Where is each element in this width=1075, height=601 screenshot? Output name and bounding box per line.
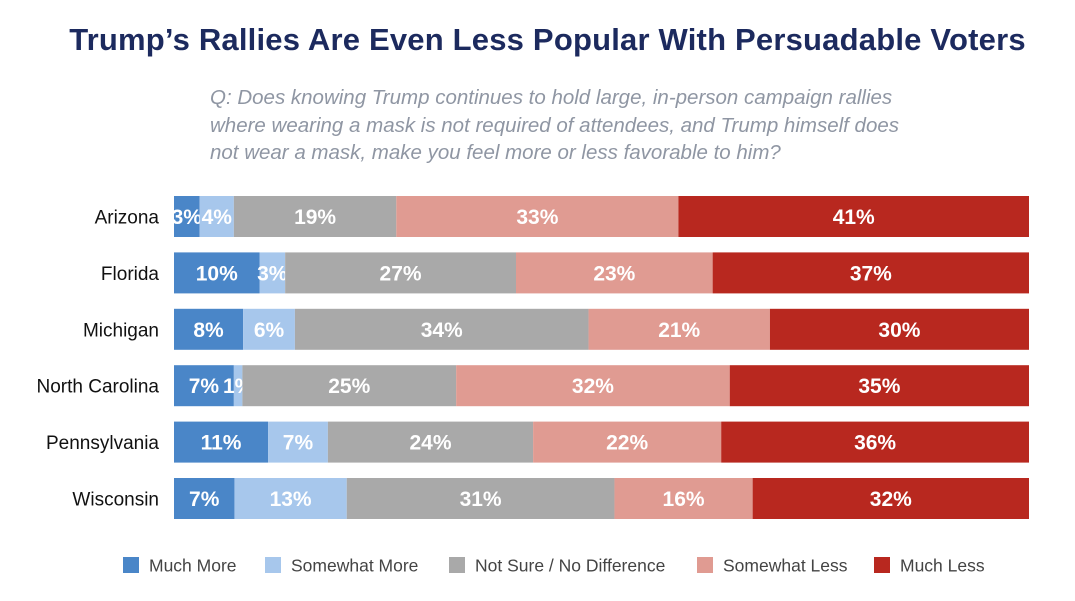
category-label: Pennsylvania: [46, 433, 159, 454]
bar-segment-not-sure-no-difference: [285, 252, 516, 294]
bar-segment-somewhat-more: [233, 365, 243, 407]
bar-segment-somewhat-less: [588, 308, 770, 350]
bar-segment-somewhat-more: [234, 478, 347, 519]
bar-segment-somewhat-more: [199, 196, 234, 237]
bar-segment-much-less: [678, 196, 1029, 237]
data-label: 13%: [270, 488, 312, 511]
legend-label: Somewhat More: [291, 556, 418, 576]
data-label: 11%: [201, 432, 242, 455]
chart-title: Trump’s Rallies Are Even Less Popular Wi…: [69, 22, 1026, 57]
bar-row-arizona: Arizona 3% 4% 19% 33% 41%: [95, 196, 1029, 237]
bar-segment-somewhat-less: [396, 196, 679, 237]
data-label: 35%: [858, 375, 900, 398]
data-label: 8%: [193, 319, 224, 342]
legend-label: Not Sure / No Difference: [475, 556, 665, 576]
data-label: 7%: [283, 432, 314, 455]
category-label: Arizona: [95, 208, 160, 229]
bar-segment-somewhat-less: [516, 252, 713, 294]
data-label: 30%: [878, 319, 920, 342]
bar-segment-not-sure-no-difference: [327, 421, 534, 463]
legend-label: Much Less: [900, 556, 985, 576]
bar-segment-not-sure-no-difference: [346, 478, 615, 519]
data-label: 24%: [409, 432, 451, 455]
legend-swatch-much-more: [123, 557, 139, 573]
legend-label: Somewhat Less: [723, 556, 848, 576]
bar-segment-somewhat-more: [259, 252, 286, 294]
data-label: 16%: [663, 488, 705, 511]
data-label: 37%: [850, 262, 892, 285]
bar-segment-not-sure-no-difference: [294, 308, 589, 350]
bar-segment-not-sure-no-difference: [242, 365, 457, 407]
data-label: 22%: [606, 432, 648, 455]
legend: Much More Somewhat More Not Sure / No Diff…: [123, 556, 985, 576]
bar-segment-much-more: [174, 308, 244, 350]
data-label: 3%: [257, 262, 288, 285]
bar-segment-much-less: [712, 252, 1029, 294]
legend-swatch-somewhat-more: [265, 557, 281, 573]
survey-question: Q: Does knowing Trump continues to hold …: [210, 86, 900, 164]
data-label: 7%: [189, 488, 220, 511]
data-label: 21%: [658, 319, 700, 342]
legend-swatch-much-less: [874, 557, 890, 573]
bar-segment-much-less: [729, 365, 1029, 407]
data-label: 7%: [189, 375, 220, 398]
legend-swatch-not-sure-no-difference: [449, 557, 465, 573]
bar-row-pennsylvania: Pennsylvania 11% 7% 24% 22% 36%: [46, 421, 1029, 463]
bar-segment-much-more: [174, 365, 234, 407]
data-label: 4%: [202, 206, 233, 229]
data-label: 6%: [254, 319, 285, 342]
bar-segment-much-less: [752, 478, 1029, 519]
bar-segment-somewhat-less: [456, 365, 730, 407]
data-label: 32%: [870, 488, 912, 511]
category-label: Wisconsin: [72, 490, 159, 511]
bar-segment-somewhat-less: [533, 421, 722, 463]
data-label: 36%: [854, 432, 896, 455]
legend-label: Much More: [149, 556, 237, 576]
data-label: 19%: [294, 206, 336, 229]
data-label: 41%: [833, 206, 875, 229]
bar-segment-somewhat-less: [614, 478, 753, 519]
data-label: 34%: [421, 319, 463, 342]
bar-row-florida: Florida 10% 3% 27% 23% 37%: [101, 252, 1029, 294]
data-label: 10%: [196, 262, 238, 285]
data-label: 27%: [380, 262, 422, 285]
data-label: 3%: [172, 206, 203, 229]
data-label: 32%: [572, 375, 614, 398]
bar-segment-much-more: [174, 478, 235, 519]
bar-segment-somewhat-more: [243, 308, 295, 350]
data-label: 25%: [328, 375, 370, 398]
bar-segment-much-less: [769, 308, 1029, 350]
bar-segment-much-more: [174, 252, 260, 294]
category-label: Florida: [101, 264, 160, 285]
bar-row-north-carolina: North Carolina 7% 1% 25% 32% 35%: [37, 365, 1029, 407]
bar-row-wisconsin: Wisconsin 7% 13% 31% 16% 32%: [72, 478, 1029, 519]
bar-segment-much-more: [174, 421, 269, 463]
data-label: 23%: [593, 262, 635, 285]
bar-segment-not-sure-no-difference: [233, 196, 397, 237]
bar-segment-much-more: [174, 196, 200, 237]
bar-row-michigan: Michigan 8% 6% 34% 21% 30%: [83, 308, 1029, 350]
data-label: 33%: [516, 206, 558, 229]
legend-swatch-somewhat-less: [697, 557, 713, 573]
bar-segment-somewhat-more: [268, 421, 328, 463]
category-label: Michigan: [83, 320, 159, 341]
data-label: 31%: [460, 488, 502, 511]
bar-segment-much-less: [721, 421, 1029, 463]
category-label: North Carolina: [37, 377, 160, 398]
